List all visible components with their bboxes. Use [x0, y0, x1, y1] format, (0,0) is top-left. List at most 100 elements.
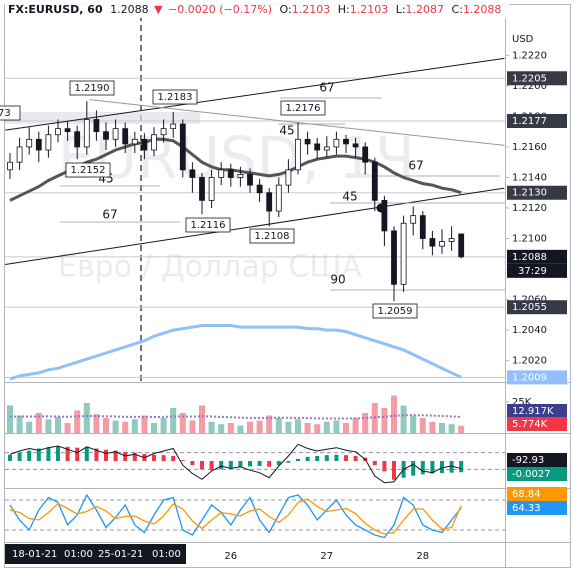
volume-bar [208, 421, 215, 433]
macd-bar [459, 461, 464, 473]
stoch-label-box [507, 501, 567, 515]
volume-bar [247, 421, 253, 433]
candle-body [256, 184, 263, 194]
candle-body [391, 230, 397, 285]
candle-body [458, 233, 465, 258]
macd-bar [180, 460, 185, 461]
candle-body [371, 161, 378, 201]
macd-hist-label: -0.0027 [512, 469, 551, 480]
candle-body [410, 215, 417, 224]
y-tick-label: 1.2140 [512, 172, 547, 183]
candle-body [400, 222, 407, 285]
annotation-box [249, 228, 295, 244]
volume-bar [362, 413, 369, 433]
candle-body [141, 138, 148, 151]
candle-body [74, 131, 81, 148]
candle-body [343, 138, 349, 145]
candle-body [314, 143, 321, 151]
ohlc-key: L: [396, 3, 406, 16]
volume-bar [170, 408, 177, 433]
volume-bar [304, 423, 311, 433]
macd-hist-label-box [507, 467, 567, 481]
candle-body [64, 128, 71, 133]
candle-body [247, 174, 253, 186]
volume-bar [285, 421, 292, 433]
volume-bar [333, 420, 340, 433]
candle-body [199, 177, 205, 201]
y-tick-label: 1.2220 [512, 50, 547, 61]
stoch-label: 68.84 [512, 489, 541, 500]
y-tick-label: 1.2200 [512, 81, 547, 92]
trendline [5, 57, 505, 131]
candle-body [131, 138, 138, 145]
annotation-box [372, 303, 418, 319]
y-tick-label: 25K [512, 397, 532, 408]
annotation-label: 1.2059 [378, 306, 413, 317]
plot: 1.22201.22001.21801.21601.21401.21201.21… [0, 50, 567, 562]
ohlc-key: C: [452, 3, 463, 16]
volume-bar [131, 419, 138, 433]
candle-body [429, 238, 436, 247]
volume-bar [218, 424, 225, 433]
macd-bar [392, 461, 396, 480]
candle-body [448, 238, 455, 242]
candle-body [419, 215, 426, 239]
price-level-label: 1.2055 [512, 302, 547, 313]
macd-bar [132, 452, 137, 461]
macd-bar [372, 461, 377, 466]
macd-bar [238, 461, 243, 468]
y-tick-label: 1.2160 [512, 142, 547, 153]
stoch-line [9, 498, 462, 535]
macd-bar [257, 461, 262, 466]
macd-bar [353, 456, 358, 461]
price-level-label-box [507, 300, 567, 315]
volume-ma-label: 12.917K [512, 406, 554, 417]
candle-body [103, 131, 109, 140]
candle-body [439, 241, 445, 247]
stoch-label-box [507, 487, 567, 501]
trendline [89, 99, 505, 146]
annotation-label: 2173 [0, 108, 11, 119]
symbol: FX:EURUSD, 60 [8, 3, 103, 16]
volume-bar [151, 423, 157, 433]
annotation-box [65, 162, 111, 178]
macd-bar [315, 456, 320, 461]
macd-bar [324, 455, 329, 461]
volume-bar [314, 424, 321, 433]
volume-bar [343, 423, 349, 433]
candle-body [170, 123, 177, 130]
axis-unit: USD [512, 34, 534, 45]
ohlc-value: 1.2103 [292, 3, 331, 16]
volume-bar [26, 421, 33, 433]
candle-body [266, 192, 273, 212]
macd-bar [296, 458, 300, 461]
volume-last-label-box [507, 417, 567, 431]
volume-bar [237, 425, 244, 433]
macd-bar [17, 452, 22, 461]
y-tick-label: 1.2060 [512, 295, 547, 306]
annotation-label: 1.2116 [191, 220, 226, 231]
macd-line [9, 443, 462, 484]
macd-bar [430, 461, 435, 474]
price-level-label: 1.2205 [512, 73, 547, 84]
x-tick-label: 27 [320, 551, 333, 562]
volume-bar [64, 423, 71, 433]
macd-bar [46, 447, 51, 461]
fib-label: 90 [330, 273, 345, 287]
time-label: 01:00 [152, 549, 181, 560]
volume-bar [391, 395, 397, 433]
macd-bar [200, 461, 204, 470]
trendline [5, 187, 505, 265]
range-band [5, 112, 200, 124]
volume-last-label: 5.774K [512, 419, 548, 430]
annotation-box [185, 217, 231, 233]
candle-body [151, 134, 157, 151]
volume-ma [9, 414, 462, 420]
macd-bar [36, 448, 41, 461]
x-tick-label: 26 [224, 551, 237, 562]
volume-bar [74, 410, 81, 433]
candle-body [237, 174, 244, 178]
countdown-box [507, 263, 567, 278]
fib-label: 67 [319, 81, 334, 95]
